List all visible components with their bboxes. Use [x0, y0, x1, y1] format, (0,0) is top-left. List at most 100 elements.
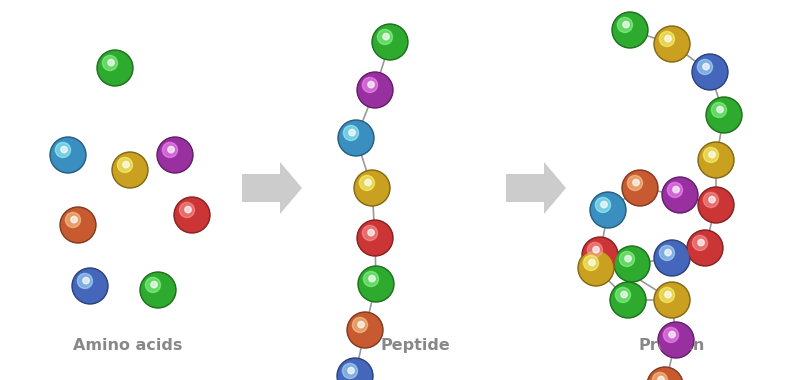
Circle shape [342, 363, 358, 378]
Circle shape [347, 312, 383, 348]
Circle shape [357, 220, 393, 256]
Circle shape [590, 192, 626, 228]
Circle shape [698, 187, 734, 223]
Circle shape [578, 250, 614, 286]
Circle shape [72, 268, 108, 304]
Circle shape [162, 142, 178, 158]
Circle shape [658, 322, 694, 358]
Circle shape [623, 171, 657, 204]
Circle shape [665, 291, 671, 298]
Circle shape [359, 268, 393, 301]
Circle shape [610, 282, 646, 318]
Circle shape [614, 246, 650, 282]
Circle shape [55, 142, 70, 158]
Text: Amino acids: Amino acids [74, 338, 182, 353]
Circle shape [354, 170, 390, 206]
Circle shape [66, 212, 81, 228]
Circle shape [662, 177, 698, 213]
Circle shape [74, 269, 106, 302]
Circle shape [673, 186, 679, 193]
Circle shape [83, 277, 90, 284]
Circle shape [123, 162, 130, 168]
Circle shape [175, 198, 209, 231]
Circle shape [698, 239, 704, 246]
Circle shape [337, 358, 373, 380]
Circle shape [647, 367, 683, 380]
Circle shape [621, 291, 627, 298]
Circle shape [703, 147, 718, 163]
Circle shape [706, 97, 742, 133]
Circle shape [622, 21, 630, 28]
Circle shape [694, 55, 726, 89]
Circle shape [659, 323, 693, 356]
Circle shape [174, 197, 210, 233]
Circle shape [352, 317, 367, 332]
Circle shape [358, 73, 391, 106]
Circle shape [622, 170, 658, 206]
Circle shape [339, 122, 373, 155]
Circle shape [383, 33, 390, 40]
FancyArrow shape [506, 162, 566, 214]
Circle shape [654, 282, 690, 318]
Circle shape [611, 283, 645, 317]
Circle shape [589, 260, 595, 266]
Circle shape [665, 35, 671, 42]
Circle shape [707, 98, 741, 131]
Circle shape [582, 237, 618, 273]
Circle shape [618, 17, 633, 33]
Circle shape [633, 179, 639, 186]
Circle shape [60, 207, 96, 243]
Circle shape [655, 27, 689, 60]
Circle shape [357, 72, 393, 108]
Circle shape [654, 240, 690, 276]
Circle shape [365, 179, 371, 186]
Circle shape [62, 209, 94, 242]
Circle shape [601, 201, 607, 208]
Circle shape [157, 137, 193, 173]
Circle shape [698, 59, 713, 74]
Circle shape [372, 24, 408, 60]
Circle shape [663, 179, 697, 212]
Circle shape [51, 138, 85, 171]
Circle shape [378, 29, 393, 44]
Circle shape [583, 238, 617, 272]
Circle shape [140, 272, 176, 308]
Circle shape [658, 376, 664, 380]
Circle shape [358, 266, 394, 302]
Text: Peptide: Peptide [380, 338, 450, 353]
Circle shape [358, 321, 364, 328]
Circle shape [655, 241, 689, 275]
Circle shape [158, 138, 191, 171]
Circle shape [362, 225, 378, 241]
Circle shape [653, 372, 667, 380]
Circle shape [595, 197, 610, 212]
Circle shape [619, 252, 634, 266]
Circle shape [614, 13, 646, 47]
Circle shape [698, 142, 734, 178]
Circle shape [615, 247, 649, 280]
Circle shape [587, 242, 602, 258]
Circle shape [50, 137, 86, 173]
Circle shape [699, 143, 733, 177]
Circle shape [368, 230, 374, 236]
Circle shape [593, 246, 599, 253]
Circle shape [118, 157, 133, 173]
Circle shape [114, 154, 146, 187]
Circle shape [362, 78, 378, 92]
Circle shape [693, 235, 707, 250]
Circle shape [108, 59, 114, 66]
Circle shape [612, 12, 648, 48]
Circle shape [185, 206, 191, 213]
Circle shape [659, 287, 674, 302]
Circle shape [703, 192, 718, 207]
Circle shape [659, 32, 674, 46]
Circle shape [98, 51, 131, 85]
Circle shape [349, 314, 382, 347]
Circle shape [711, 102, 726, 117]
Circle shape [709, 151, 715, 158]
Circle shape [338, 120, 374, 156]
Circle shape [168, 146, 174, 153]
Circle shape [627, 176, 642, 190]
Circle shape [649, 369, 682, 380]
Circle shape [692, 54, 728, 90]
